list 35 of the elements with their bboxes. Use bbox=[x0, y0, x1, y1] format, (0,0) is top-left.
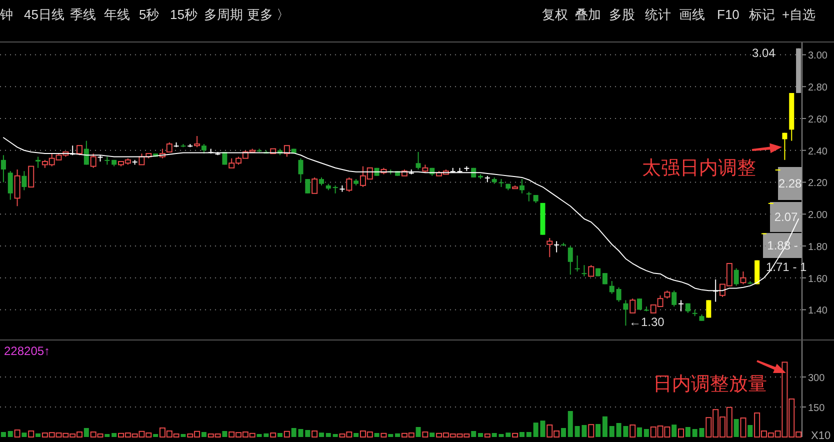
text: 15秒 bbox=[170, 7, 198, 22]
y-tick-label: 1.80 bbox=[808, 242, 828, 253]
text: +自选 bbox=[782, 7, 816, 22]
y-tick-label: 3.00 bbox=[808, 50, 828, 62]
text: 复权 bbox=[542, 7, 568, 22]
text: 叠加 bbox=[575, 7, 601, 22]
annotation: ←1.30 bbox=[629, 315, 665, 329]
y-tick-label: 2.00 bbox=[808, 210, 828, 222]
annotation: 228205↑ bbox=[4, 344, 50, 358]
y-tick-label: 2.80 bbox=[808, 82, 828, 94]
annotation: 太强日内调整 bbox=[642, 158, 756, 179]
text: F10 bbox=[717, 7, 740, 22]
y-tick-label: 2.60 bbox=[808, 114, 828, 126]
y-tick-label: 1.60 bbox=[808, 274, 828, 285]
text: 画线 bbox=[679, 7, 705, 22]
text: 统计 bbox=[645, 7, 671, 22]
annotation: 日内调整放量 bbox=[653, 374, 767, 395]
annotation: 2.28 bbox=[778, 176, 802, 190]
text: 多股 bbox=[609, 7, 635, 22]
text: 钟 bbox=[0, 7, 13, 22]
text: 季线 bbox=[70, 7, 96, 22]
text: 5秒 bbox=[139, 7, 160, 22]
y-tick-label: 300 bbox=[808, 373, 826, 384]
text: X10 bbox=[811, 430, 831, 442]
y-tick-label: 2.20 bbox=[808, 178, 828, 190]
annotation: 2.07 bbox=[774, 210, 798, 224]
text: 标记 bbox=[748, 7, 775, 22]
text: 年线 bbox=[104, 7, 130, 22]
y-tick-label: 2.40 bbox=[808, 146, 828, 158]
y-tick-label: 150 bbox=[808, 403, 826, 414]
text: 多周期 bbox=[204, 7, 243, 22]
y-tick-label: 1.40 bbox=[808, 306, 828, 317]
text: 更多 〉 bbox=[247, 7, 290, 22]
text: 45日线 bbox=[24, 7, 64, 22]
annotation: 3.04 bbox=[752, 46, 776, 60]
